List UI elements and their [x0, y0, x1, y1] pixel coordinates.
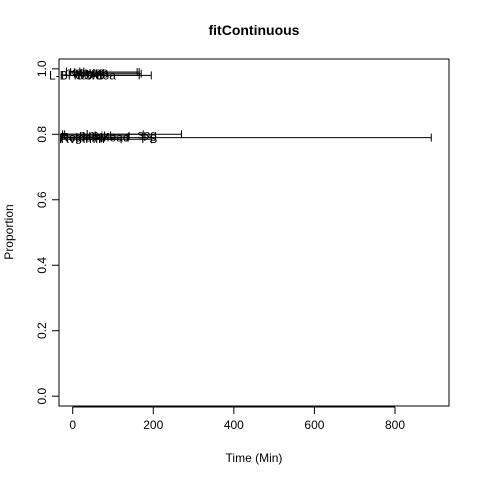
x-tick-label: 800 — [385, 418, 405, 432]
y-axis-label: Proportion — [2, 204, 16, 259]
y-tick-label: 0.2 — [35, 322, 49, 339]
y-tick-label: 0.0 — [35, 388, 49, 405]
plot-marks: L-BFGS-BbobyqanlminbnewuoauobyqanlmspgRc… — [49, 65, 432, 146]
point-label: hjkb — [94, 129, 116, 143]
x-tick-label: 0 — [69, 418, 76, 432]
chart-title: fitContinuous — [209, 22, 300, 38]
point-label: PS — [141, 132, 157, 146]
x-axis-label: Time (Min) — [226, 451, 283, 465]
y-tick-label: 0.4 — [35, 257, 49, 274]
point-label: nlminb — [73, 67, 109, 81]
point-label: uobyqa — [69, 65, 109, 79]
x-tick-label: 200 — [143, 418, 163, 432]
x-tick-label: 600 — [304, 418, 324, 432]
y-tick-label: 0.6 — [35, 191, 49, 208]
y-tick-label: 1.0 — [35, 60, 49, 77]
y-tick-label: 0.8 — [35, 126, 49, 143]
x-tick-label: 400 — [224, 418, 244, 432]
y-axis: 0.0 0.2 0.4 0.6 0.8 1.0 — [35, 60, 60, 405]
point-label: Nelder-Mead — [60, 131, 129, 145]
x-axis: 0 200 400 600 800 — [69, 406, 405, 432]
